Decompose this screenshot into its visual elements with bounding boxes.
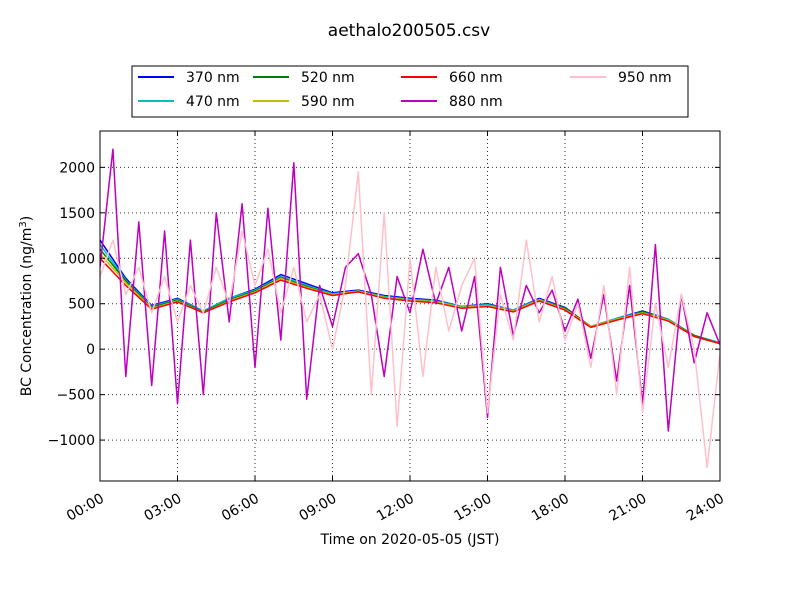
series-line-950-nm: [100, 171, 720, 469]
y-axis-label-main: BC Concentration (ng/m: [19, 228, 35, 397]
y-tick-label: 1500: [59, 206, 95, 222]
y-tick-label: 0: [86, 342, 95, 358]
legend-label: 880 nm: [449, 94, 503, 110]
y-axis-label-sup: 3: [18, 221, 29, 227]
x-axis-label: Time on 2020-05-05 (JST): [320, 532, 500, 548]
legend-label: 470 nm: [186, 94, 240, 110]
legend-label: 660 nm: [449, 70, 503, 86]
plot-lines: [100, 148, 720, 469]
y-tick-label: −1000: [48, 433, 95, 449]
chart-title: aethalo200505.csv: [328, 21, 490, 41]
y-tick-label: 2000: [59, 160, 95, 176]
y-axis-label: BC Concentration (ng/m3): [18, 216, 36, 397]
y-tick-label: 1000: [59, 251, 95, 267]
y-tick-label: 500: [68, 297, 95, 313]
y-tick-labels: 2000 1500 1000 500 0 −500 −1000: [48, 160, 95, 449]
legend-label: 950 nm: [618, 70, 672, 86]
axis-ticks: [99, 131, 721, 481]
y-axis-label-close: ): [19, 216, 35, 221]
legend-label: 520 nm: [301, 70, 355, 86]
legend-label: 370 nm: [186, 70, 240, 86]
y-tick-label: −500: [57, 388, 95, 404]
legend-box: [131, 65, 689, 118]
legend-label: 590 nm: [301, 94, 355, 110]
legend: 370 nm 470 nm 520 nm 590 nm 660 nm 880 nm 950 …: [131, 65, 689, 118]
series-line-880-nm: [100, 148, 720, 432]
